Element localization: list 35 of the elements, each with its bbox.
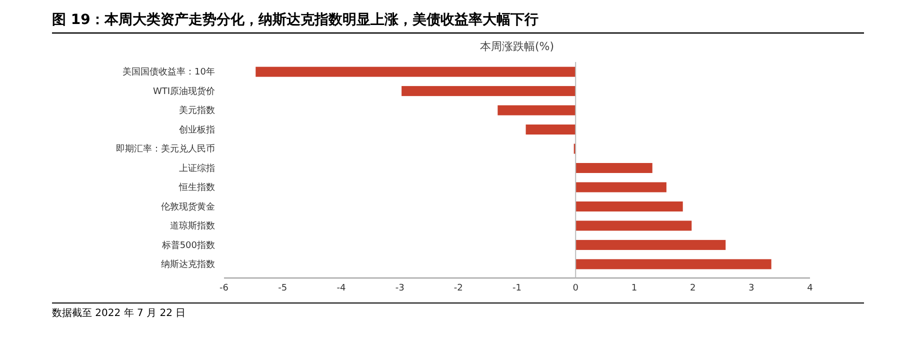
y-tick-label: 纳斯达克指数: [161, 259, 215, 270]
bar: [576, 201, 683, 212]
bar: [526, 124, 576, 135]
x-tick-label: -4: [336, 283, 346, 294]
bar: [498, 105, 576, 116]
y-tick-label: 伦敦现货黄金: [161, 201, 215, 212]
x-tick-label: -3: [395, 283, 404, 294]
x-tick-label: -2: [454, 283, 463, 294]
y-tick-label: 上证综指: [179, 162, 215, 174]
x-tick-label: -1: [512, 283, 522, 294]
x-tick-label: 2: [690, 283, 696, 294]
bar: [402, 86, 576, 96]
bar: [576, 240, 726, 250]
bar: [256, 66, 576, 77]
bar: [576, 259, 772, 270]
x-tick-label: -5: [278, 283, 288, 294]
y-tick-label: 创业板指: [179, 124, 215, 136]
y-tick-label: 即期汇率：美元兑人民币: [116, 144, 215, 155]
x-tick-label: 4: [807, 283, 814, 294]
x-tick-label: 3: [748, 283, 754, 294]
bar: [576, 220, 692, 231]
x-tick-label: 1: [631, 283, 638, 294]
text: 数据截至 2022 年 7 月 22 日: [52, 307, 186, 319]
y-tick-label: 标普500指数: [160, 240, 215, 251]
y-tick-label: 道琼斯指数: [170, 220, 215, 232]
bar: [576, 182, 666, 192]
chart-title: 图 19：本周大类资产走势分化，纳斯达克指数明显上涨，美债收益率大幅下行: [52, 11, 538, 28]
bar: [576, 163, 652, 173]
y-tick-label: 恒生指数: [178, 182, 215, 194]
x-tick-label: 0: [572, 283, 579, 294]
y-tick-label: WTI原油现货价: [152, 86, 215, 97]
y-tick-label: 美国国债收益率：10年: [122, 66, 215, 78]
x-tick-label: -6: [220, 283, 229, 294]
x-axis-title: 本周涨跌幅(%): [480, 40, 554, 53]
y-tick-label: 美元指数: [179, 105, 215, 116]
